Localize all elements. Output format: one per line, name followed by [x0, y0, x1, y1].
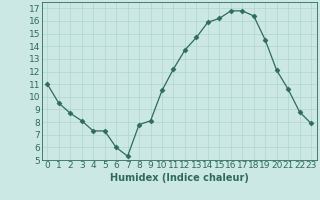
- X-axis label: Humidex (Indice chaleur): Humidex (Indice chaleur): [110, 173, 249, 183]
